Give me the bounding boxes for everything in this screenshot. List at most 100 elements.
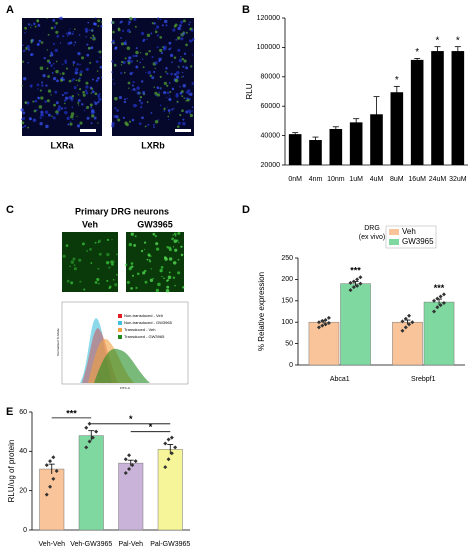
texture [63, 102, 66, 105]
texture [97, 19, 101, 23]
y-tick-label: 40000 [261, 132, 281, 139]
legend-swatch [118, 321, 122, 325]
texture [130, 287, 133, 290]
texture [40, 110, 44, 114]
texture [191, 110, 194, 112]
texture [88, 29, 91, 32]
texture [127, 23, 130, 26]
y-tick-label: 120000 [257, 15, 280, 22]
texture [126, 97, 129, 100]
texture [140, 101, 144, 105]
legend-swatch [118, 335, 122, 339]
texture [23, 124, 27, 128]
texture [157, 119, 159, 121]
texture [163, 277, 165, 280]
texture [55, 30, 59, 34]
data-point [48, 459, 53, 464]
texture [180, 20, 184, 24]
data-point [441, 292, 446, 297]
texture [30, 53, 33, 57]
texture [128, 87, 130, 89]
texture [135, 90, 137, 92]
texture [47, 113, 51, 117]
texture [78, 34, 81, 36]
texture [62, 78, 65, 81]
y-tick-label: 150 [281, 298, 293, 305]
texture [154, 61, 158, 65]
texture [96, 278, 100, 282]
texture [42, 73, 46, 78]
texture [171, 87, 174, 90]
texture [127, 61, 131, 65]
texture [87, 46, 91, 50]
texture [46, 67, 49, 70]
y-tick-label: 20000 [261, 162, 281, 169]
texture [73, 267, 77, 271]
texture [75, 67, 79, 72]
texture [22, 126, 24, 129]
texture [32, 100, 35, 103]
texture [132, 103, 137, 108]
data-point [84, 425, 89, 430]
texture [97, 101, 100, 104]
texture [71, 95, 75, 98]
texture [56, 34, 60, 38]
texture [115, 273, 118, 276]
texture [38, 105, 43, 109]
texture [182, 65, 185, 68]
texture [90, 122, 93, 125]
texture [57, 107, 61, 112]
axis-label: RLU/ug of protein [7, 440, 16, 503]
annotation: *** [434, 283, 445, 293]
x-tick-label: 1uM [349, 176, 363, 183]
texture [64, 59, 67, 62]
texture [85, 36, 87, 38]
legend-swatch [118, 314, 122, 318]
texture [181, 34, 183, 37]
texture [138, 99, 142, 102]
texture [59, 16, 63, 21]
texture [135, 65, 139, 69]
texture [43, 56, 46, 60]
data-point [316, 320, 321, 325]
texture [115, 253, 118, 256]
texture [70, 112, 75, 116]
texture [94, 92, 98, 96]
texture [69, 265, 71, 268]
texture [161, 275, 163, 278]
texture [93, 111, 96, 114]
texture [92, 34, 95, 37]
texture [160, 266, 164, 269]
data-point [127, 453, 132, 458]
texture [52, 76, 57, 81]
texture [166, 91, 170, 95]
texture [177, 65, 179, 67]
texture [179, 86, 181, 88]
texture [192, 37, 195, 41]
legend-swatch [118, 328, 122, 332]
texture [173, 232, 177, 236]
texture [91, 114, 95, 118]
texture [128, 120, 131, 123]
texture [55, 69, 59, 74]
texture [143, 38, 146, 41]
texture [35, 109, 38, 112]
texture [182, 32, 186, 35]
texture [166, 106, 168, 108]
texture [181, 71, 184, 74]
texture [22, 111, 26, 115]
texture [163, 81, 167, 85]
texture [27, 126, 30, 129]
texture [65, 244, 69, 247]
texture [72, 257, 76, 261]
texture [130, 60, 134, 63]
texture [161, 24, 164, 27]
texture [114, 107, 117, 110]
bar [451, 51, 465, 166]
data-point [435, 296, 440, 301]
x-tick-label: Abca1 [330, 376, 350, 383]
texture [86, 53, 90, 57]
data-point [326, 321, 331, 326]
panel-letter: E [6, 406, 13, 418]
texture [130, 262, 134, 265]
